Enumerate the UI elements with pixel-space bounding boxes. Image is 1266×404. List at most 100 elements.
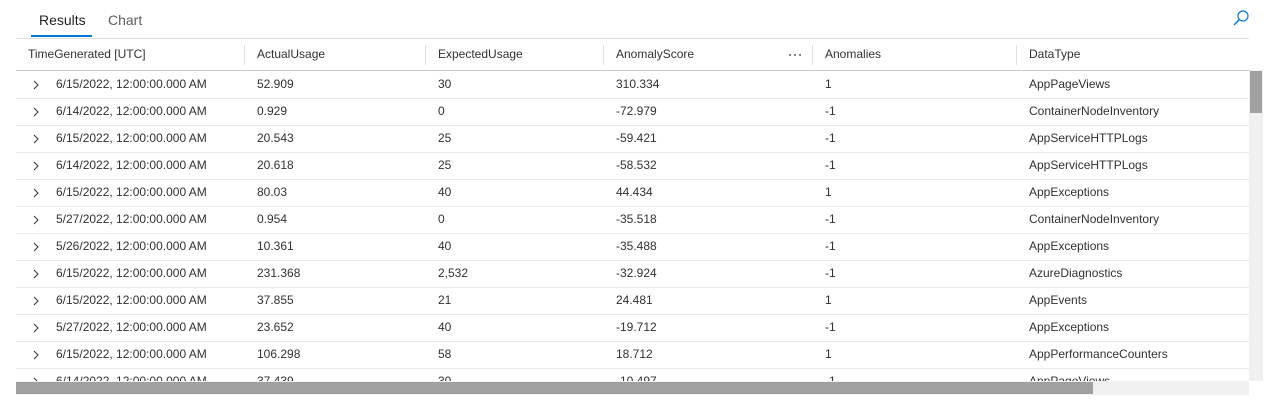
column-header[interactable]: DataType: [1029, 47, 1081, 61]
table-cell: 52.909: [257, 77, 294, 91]
table-cell: 30: [438, 77, 452, 91]
table-cell: 231.368: [257, 266, 301, 280]
header-divider: [16, 70, 1249, 71]
table-cell: 1: [825, 293, 832, 307]
search-icon[interactable]: [1232, 9, 1252, 29]
table-cell: 40: [438, 320, 452, 334]
table-row[interactable]: 5/27/2022, 12:00:00.000 AM 23.652 40 -19.71…: [16, 314, 1249, 342]
vertical-scrollbar[interactable]: [1249, 70, 1263, 381]
table-cell: 25: [438, 131, 452, 145]
table-cell: 6/15/2022, 12:00:00.000 AM: [56, 347, 207, 361]
table-row[interactable]: 6/14/2022, 12:00:00.000 AM 37.439 30 -10.49…: [16, 368, 1249, 382]
table-cell: 106.298: [257, 347, 301, 361]
table-cell: 80.03: [257, 185, 288, 199]
table-cell: AppExceptions: [1029, 320, 1110, 334]
table-cell: 5/27/2022, 12:00:00.000 AM: [56, 320, 207, 334]
expand-chevron[interactable]: [31, 188, 41, 198]
table-cell: 5/27/2022, 12:00:00.000 AM: [56, 212, 207, 226]
table-row[interactable]: 6/15/2022, 12:00:00.000 AM 231.368 2,532 -3…: [16, 260, 1249, 288]
table-cell: 58: [438, 347, 452, 361]
table-cell: 0: [438, 104, 445, 118]
results-tab[interactable]: Results: [39, 12, 86, 28]
table-cell: -1: [825, 104, 836, 118]
table-cell: ContainerNodeInventory: [1029, 212, 1160, 226]
table-cell: 2,532: [438, 266, 469, 280]
results-grid: TimeGenerated [UTC] ActualUsage ExpectedUs…: [16, 38, 1249, 382]
vertical-scroll-thumb[interactable]: [1250, 71, 1262, 113]
column-separator: [1016, 45, 1017, 65]
column-header[interactable]: ActualUsage: [257, 47, 326, 61]
expand-chevron[interactable]: [31, 350, 41, 360]
table-cell: 6/15/2022, 12:00:00.000 AM: [56, 185, 207, 199]
table-cell: -1: [825, 239, 836, 253]
table-row[interactable]: 6/14/2022, 12:00:00.000 AM 0.929 0 -72.979 -…: [16, 98, 1249, 126]
expand-chevron[interactable]: [31, 107, 41, 117]
table-row[interactable]: 5/27/2022, 12:00:00.000 AM 0.954 0 -35.518 -…: [16, 206, 1249, 234]
table-cell: 1: [825, 77, 832, 91]
table-cell: 21: [438, 293, 452, 307]
table-cell: 18.712: [616, 347, 653, 361]
column-header[interactable]: ExpectedUsage: [438, 47, 523, 61]
table-row[interactable]: 6/15/2022, 12:00:00.000 AM 80.03 40 44.434 1…: [16, 179, 1249, 207]
column-separator: [812, 45, 813, 65]
table-cell: 37.855: [257, 293, 294, 307]
table-row[interactable]: 5/26/2022, 12:00:00.000 AM 10.361 40 -35.48…: [16, 233, 1249, 261]
table-cell: 20.543: [257, 131, 294, 145]
table-cell: -72.979: [616, 104, 657, 118]
column-separator: [603, 45, 604, 65]
table-cell: 1: [825, 185, 832, 199]
table-cell: AppExceptions: [1029, 239, 1110, 253]
column-separator: [425, 45, 426, 65]
table-cell: -35.488: [616, 239, 657, 253]
table-cell: AppExceptions: [1029, 185, 1110, 199]
table-cell: -58.532: [616, 158, 657, 172]
table-cell: 6/15/2022, 12:00:00.000 AM: [56, 77, 207, 91]
table-cell: -35.518: [616, 212, 657, 226]
table-cell: 20.618: [257, 158, 294, 172]
table-cell: 6/14/2022, 12:00:00.000 AM: [56, 158, 207, 172]
table-cell: -1: [825, 212, 836, 226]
table-cell: 6/15/2022, 12:00:00.000 AM: [56, 266, 207, 280]
table-row[interactable]: 6/15/2022, 12:00:00.000 AM 20.543 25 -59.42…: [16, 125, 1249, 153]
table-cell: -19.712: [616, 320, 657, 334]
expand-chevron[interactable]: [31, 323, 41, 333]
expand-chevron[interactable]: [31, 215, 41, 225]
column-menu[interactable]: [788, 52, 802, 58]
table-row[interactable]: 6/15/2022, 12:00:00.000 AM 106.298 58 18.71…: [16, 341, 1249, 369]
table-row[interactable]: 6/14/2022, 12:00:00.000 AM 20.618 25 -58.53…: [16, 152, 1249, 180]
expand-chevron[interactable]: [31, 80, 41, 90]
table-cell: -1: [825, 131, 836, 145]
table-cell: AppEvents: [1029, 293, 1088, 307]
table-cell: 40: [438, 239, 452, 253]
table-cell: -1: [825, 266, 836, 280]
table-cell: -59.421: [616, 131, 657, 145]
table-cell: -1: [825, 320, 836, 334]
horizontal-scroll-thumb[interactable]: [16, 382, 1093, 394]
table-cell: 24.481: [616, 293, 653, 307]
column-header[interactable]: AnomalyScore: [616, 47, 695, 61]
table-cell: 6/15/2022, 12:00:00.000 AM: [56, 293, 207, 307]
table-cell: AppServiceHTTPLogs: [1029, 158, 1148, 172]
table-cell: 1: [825, 347, 832, 361]
table-cell: -1: [825, 158, 836, 172]
table-cell: 10.361: [257, 239, 294, 253]
column-separator: [244, 45, 245, 65]
chart-tab[interactable]: Chart: [108, 12, 143, 28]
expand-chevron[interactable]: [31, 161, 41, 171]
table-cell: AzureDiagnostics: [1029, 266, 1123, 280]
expand-chevron[interactable]: [31, 377, 41, 382]
table-row[interactable]: 6/15/2022, 12:00:00.000 AM 52.909 30 310.33…: [16, 71, 1249, 99]
column-header[interactable]: TimeGenerated [UTC]: [28, 47, 146, 61]
table-cell: AppPerformanceCounters: [1029, 347, 1168, 361]
expand-chevron[interactable]: [31, 242, 41, 252]
table-row[interactable]: 6/15/2022, 12:00:00.000 AM 37.855 21 24.481…: [16, 287, 1249, 315]
table-cell: 0.954: [257, 212, 288, 226]
expand-chevron[interactable]: [31, 134, 41, 144]
expand-chevron[interactable]: [31, 296, 41, 306]
column-header[interactable]: Anomalies: [825, 47, 882, 61]
table-cell: 6/14/2022, 12:00:00.000 AM: [56, 374, 207, 382]
table-cell: AppPageViews: [1029, 77, 1111, 91]
expand-chevron[interactable]: [31, 269, 41, 279]
table-cell: 310.334: [616, 77, 660, 91]
